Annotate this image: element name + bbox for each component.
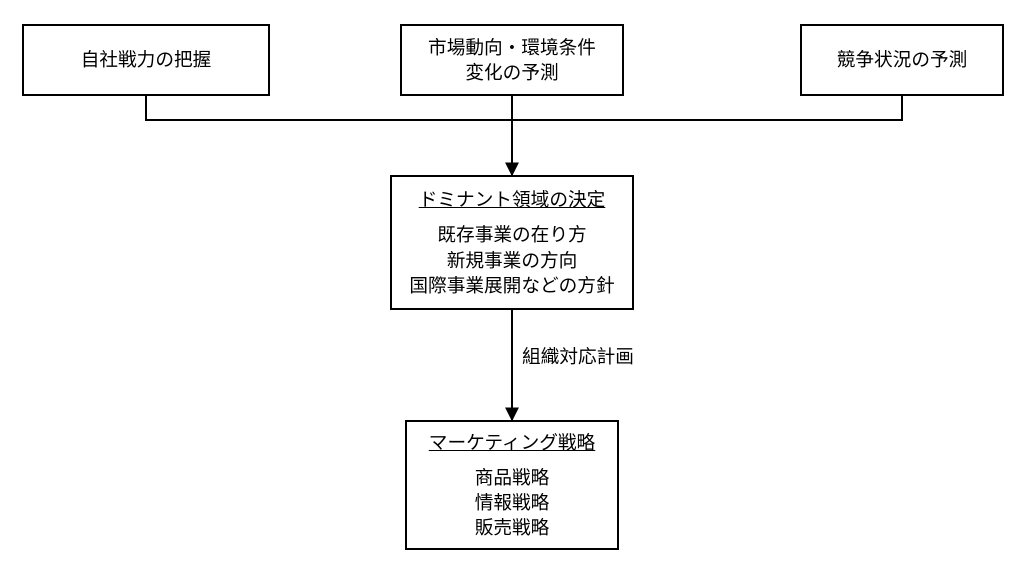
node-top_center: 市場動向・環境条件変化の予測	[400, 24, 624, 96]
node-bottom-title: マーケティング戦略	[429, 430, 595, 455]
node-middle-line: 新規事業の方向	[447, 248, 578, 273]
node-middle-title: ドミナント領域の決定	[419, 187, 606, 212]
node-middle-line: 既存事業の在り方	[437, 222, 586, 247]
node-middle-line: 国際事業展開などの方針	[409, 273, 614, 298]
node-bottom-line: 情報戦略	[475, 490, 550, 515]
node-top_right-line: 競争状況の予測	[837, 47, 968, 72]
node-top_left-line: 自社戦力の把握	[81, 47, 212, 72]
edge-0	[146, 96, 512, 120]
edge-1	[512, 96, 902, 120]
edge-label-3: 組織対応計画	[522, 342, 634, 369]
node-top_left: 自社戦力の把握	[22, 24, 270, 96]
node-bottom-line: 販売戦略	[475, 515, 550, 540]
node-top_center-line: 変化の予測	[465, 60, 558, 85]
node-bottom-line: 商品戦略	[475, 465, 550, 490]
node-top_right: 競争状況の予測	[800, 24, 1004, 96]
node-top_center-line: 市場動向・環境条件	[428, 35, 596, 60]
flowchart-canvas: 自社戦力の把握 市場動向・環境条件変化の予測 競争状況の予測ドミナント領域の決定既存…	[0, 0, 1024, 580]
node-bottom: マーケティング戦略商品戦略情報戦略販売戦略	[405, 420, 619, 550]
node-middle: ドミナント領域の決定既存事業の在り方新規事業の方向国際事業展開などの方針	[390, 175, 634, 310]
